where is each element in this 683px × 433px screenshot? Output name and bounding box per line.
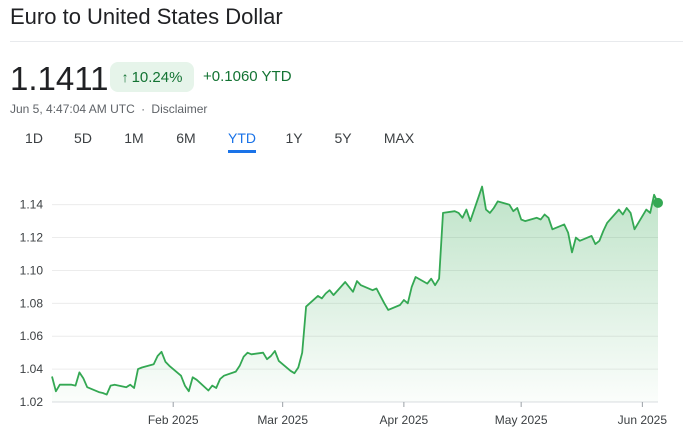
y-tick-label: 1.04 [20, 362, 44, 376]
range-tab-5y[interactable]: 5Y [334, 130, 352, 146]
x-tick-label: May 2025 [495, 413, 548, 427]
quote-meta: Jun 5, 4:47:04 AM UTC · Disclaimer [10, 102, 207, 116]
y-axis-ticks: 1.02 1.04 1.06 1.08 1.10 1.12 1.14 [20, 198, 44, 409]
x-tick-label: Mar 2025 [257, 413, 308, 427]
range-tab-1m[interactable]: 1M [124, 130, 144, 146]
range-tab-max[interactable]: MAX [383, 130, 415, 146]
price-line [51, 185, 659, 396]
y-tick-label: 1.06 [20, 329, 44, 343]
change-period: YTD [261, 68, 292, 85]
change-percent-value: 10.24% [131, 68, 183, 86]
last-price-dot [653, 197, 663, 208]
range-tab-ytd[interactable]: YTD [228, 128, 256, 153]
y-tick-label: 1.10 [20, 263, 44, 277]
range-tab-5d[interactable]: 5D [74, 130, 92, 146]
range-tab-1y[interactable]: 1Y [285, 130, 303, 146]
x-tick-label: Jun 2025 [618, 413, 668, 427]
disclaimer-link[interactable]: Disclaimer [151, 102, 208, 116]
x-tick-label: Feb 2025 [148, 413, 199, 427]
y-tick-label: 1.14 [20, 198, 44, 212]
y-tick-label: 1.08 [20, 296, 44, 310]
price-area-fill [52, 186, 658, 402]
range-tab-6m[interactable]: 6M [176, 130, 196, 146]
x-axis-ticks: Feb 2025 Mar 2025 Apr 2025 May 2025 Jun 2025 [148, 402, 668, 427]
current-price: 1.1411 [10, 60, 109, 97]
y-tick-label: 1.12 [20, 231, 44, 245]
x-tick-label: Apr 2025 [380, 413, 429, 427]
range-tab-1d[interactable]: 1D [25, 130, 43, 146]
price-chart[interactable]: 1.02 1.04 1.06 1.08 1.10 1.12 1.14 Feb 2025 Mar… [0, 160, 683, 433]
page-title: Euro to United States Dollar [10, 4, 283, 29]
y-tick-label: 1.02 [20, 395, 44, 409]
meta-separator: · [141, 102, 146, 116]
change-percent-badge: ↑ 10.24% [110, 62, 194, 92]
change-summary: +0.1060 YTD [203, 68, 292, 85]
arrow-up-icon: ↑ [121, 69, 129, 85]
quote-timestamp: Jun 5, 4:47:04 AM UTC [10, 102, 135, 116]
change-absolute: +0.1060 [203, 68, 258, 85]
title-divider [10, 41, 683, 42]
